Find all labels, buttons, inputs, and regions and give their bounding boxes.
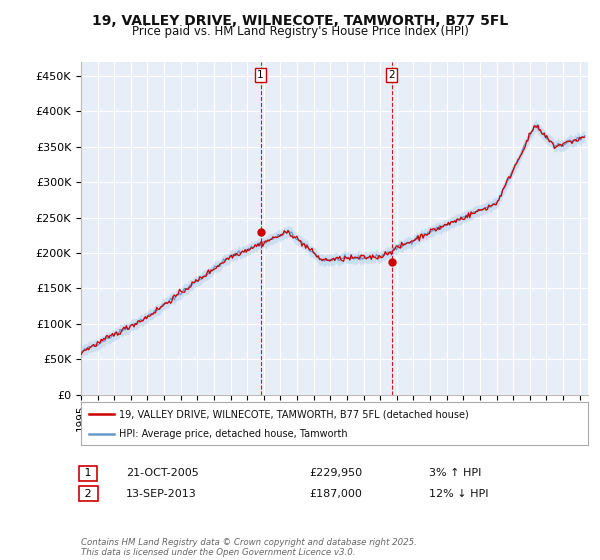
Text: £187,000: £187,000 xyxy=(309,489,362,499)
Text: 12% ↓ HPI: 12% ↓ HPI xyxy=(429,489,488,499)
Text: £229,950: £229,950 xyxy=(309,468,362,478)
Text: 2: 2 xyxy=(81,489,95,499)
Text: 1: 1 xyxy=(257,70,264,80)
Text: 19, VALLEY DRIVE, WILNECOTE, TAMWORTH, B77 5FL: 19, VALLEY DRIVE, WILNECOTE, TAMWORTH, B… xyxy=(92,14,508,28)
Text: HPI: Average price, detached house, Tamworth: HPI: Average price, detached house, Tamw… xyxy=(119,430,347,440)
Text: 1: 1 xyxy=(81,468,95,478)
Text: Price paid vs. HM Land Registry's House Price Index (HPI): Price paid vs. HM Land Registry's House … xyxy=(131,25,469,38)
Text: Contains HM Land Registry data © Crown copyright and database right 2025.
This d: Contains HM Land Registry data © Crown c… xyxy=(81,538,417,557)
Text: 21-OCT-2005: 21-OCT-2005 xyxy=(126,468,199,478)
Text: 3% ↑ HPI: 3% ↑ HPI xyxy=(429,468,481,478)
Text: 19, VALLEY DRIVE, WILNECOTE, TAMWORTH, B77 5FL (detached house): 19, VALLEY DRIVE, WILNECOTE, TAMWORTH, B… xyxy=(119,409,469,419)
Text: 13-SEP-2013: 13-SEP-2013 xyxy=(126,489,197,499)
Text: 2: 2 xyxy=(389,70,395,80)
